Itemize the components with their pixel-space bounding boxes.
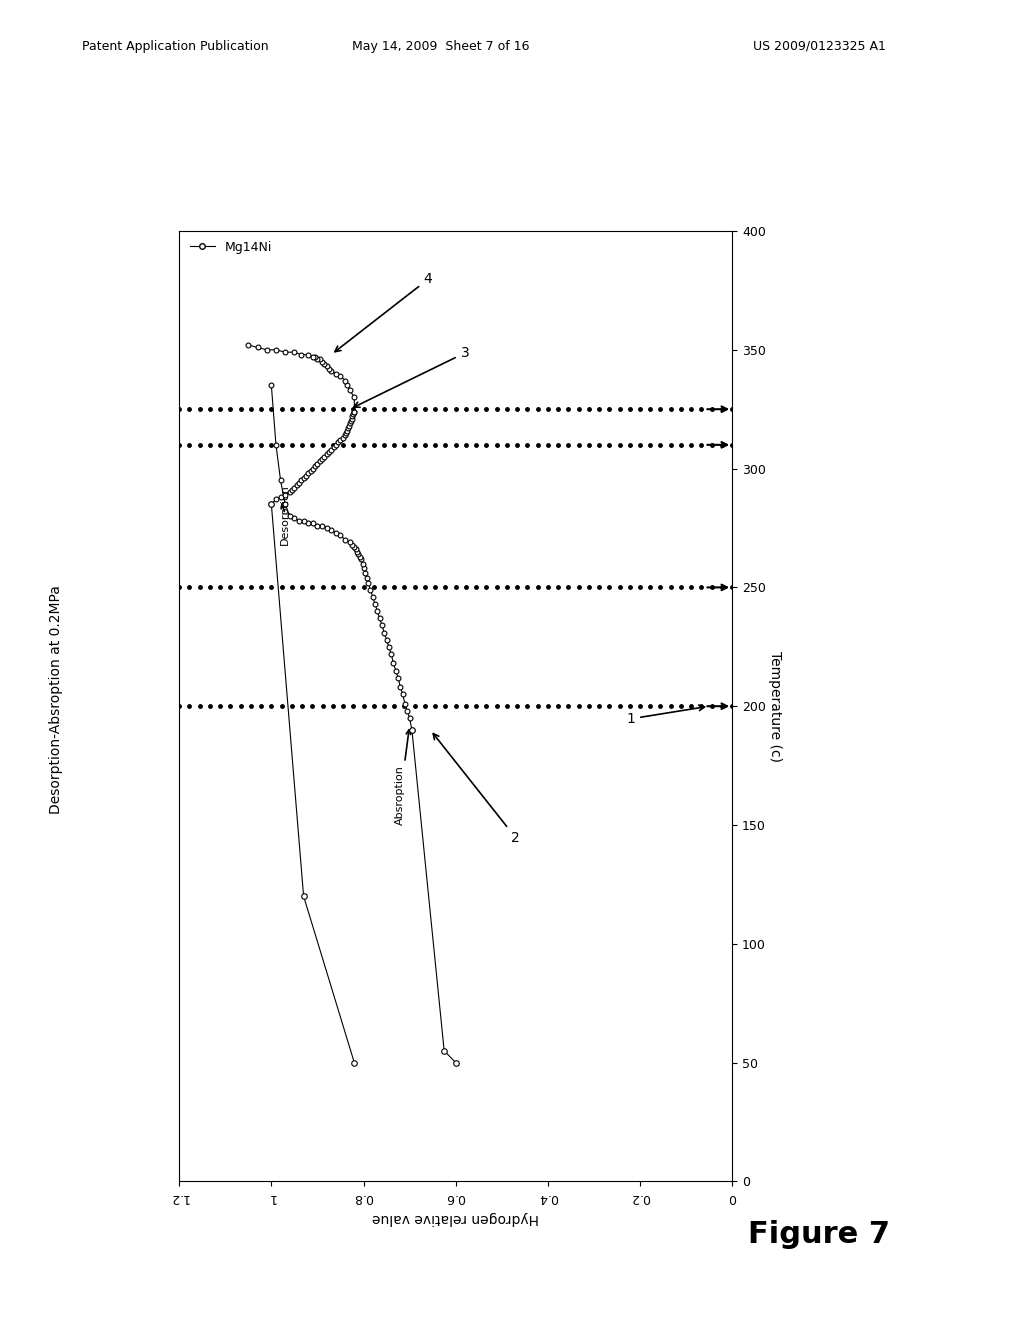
X-axis label: Hydrogen relative value: Hydrogen relative value xyxy=(372,1210,540,1225)
Text: 3: 3 xyxy=(354,346,469,408)
Text: May 14, 2009  Sheet 7 of 16: May 14, 2009 Sheet 7 of 16 xyxy=(351,40,529,53)
Text: Patent Application Publication: Patent Application Publication xyxy=(82,40,268,53)
Text: Desorption: Desorption xyxy=(281,483,290,545)
Text: 1: 1 xyxy=(627,705,705,726)
Text: Figure 7: Figure 7 xyxy=(749,1220,890,1249)
Text: Desorption-Absroption at 0.2MPa: Desorption-Absroption at 0.2MPa xyxy=(49,585,63,814)
Legend: Mg14Ni: Mg14Ni xyxy=(184,236,278,259)
Text: US 2009/0123325 A1: US 2009/0123325 A1 xyxy=(753,40,886,53)
Text: Absroption: Absroption xyxy=(395,730,411,825)
Y-axis label: Temperature (c): Temperature (c) xyxy=(768,651,782,762)
Text: 4: 4 xyxy=(335,272,432,351)
Text: 2: 2 xyxy=(433,734,520,845)
